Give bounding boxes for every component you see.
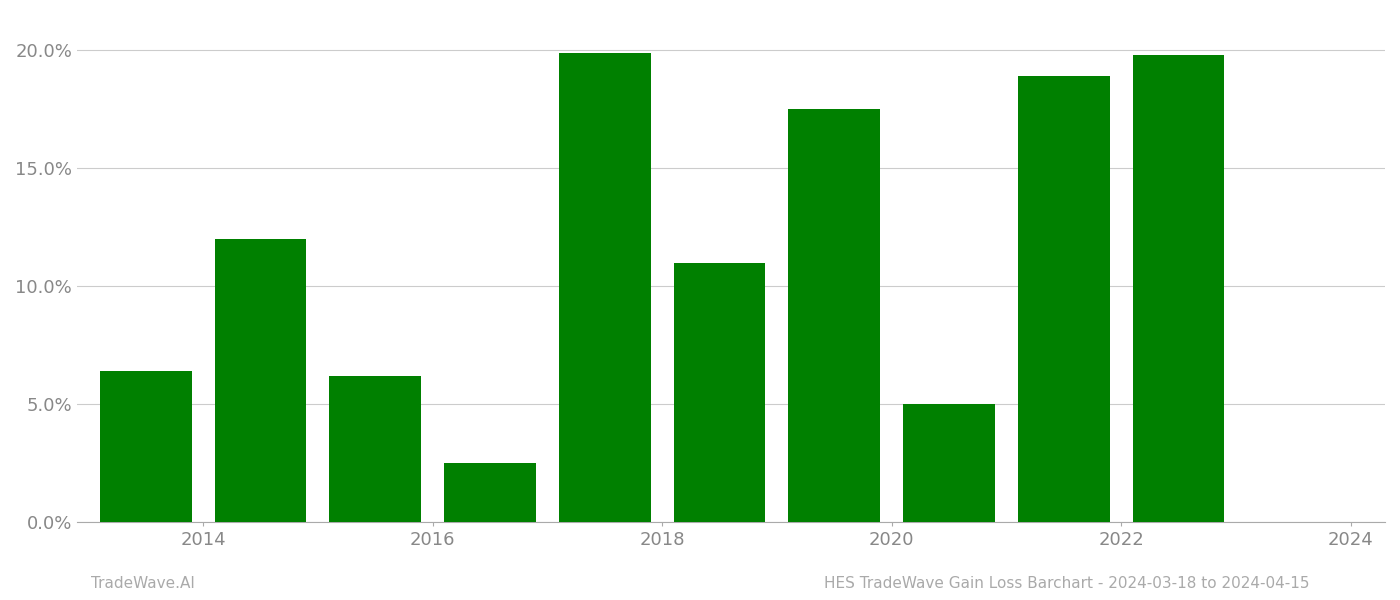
- Bar: [1133, 55, 1225, 522]
- Bar: [788, 109, 881, 522]
- Text: HES TradeWave Gain Loss Barchart - 2024-03-18 to 2024-04-15: HES TradeWave Gain Loss Barchart - 2024-…: [823, 576, 1309, 591]
- Bar: [559, 53, 651, 522]
- Text: TradeWave.AI: TradeWave.AI: [91, 576, 195, 591]
- Bar: [329, 376, 421, 522]
- Bar: [214, 239, 307, 522]
- Bar: [673, 263, 766, 522]
- Bar: [1018, 76, 1110, 522]
- Bar: [444, 463, 536, 522]
- Bar: [903, 404, 995, 522]
- Bar: [99, 371, 192, 522]
